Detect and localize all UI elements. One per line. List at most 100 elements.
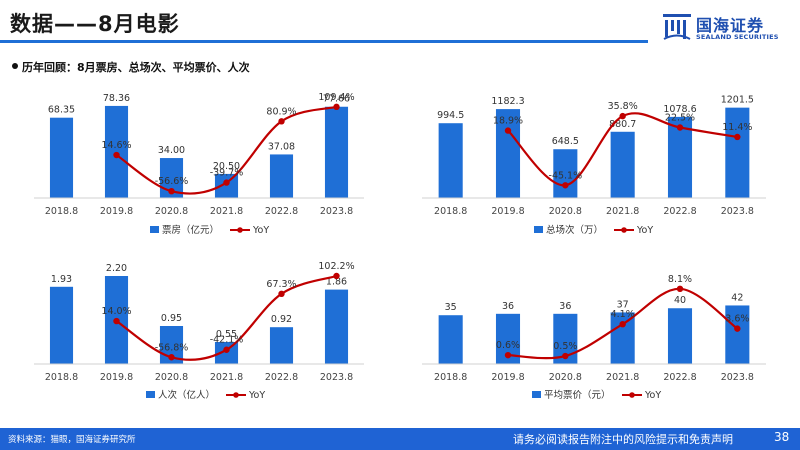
sealand-logo-icon <box>663 14 691 40</box>
yoy-point <box>113 151 120 159</box>
yoy-point <box>504 351 512 359</box>
bar-2019.8 <box>495 109 521 198</box>
bar-2018.8 <box>438 123 463 198</box>
x-tick-label: 2018.8 <box>434 206 467 217</box>
legend-bar-label: 票房（亿元） <box>162 224 219 236</box>
yoy-point <box>223 346 230 353</box>
section-subtitle: 历年回顾：8月票房、总场次、平均票价、人次 <box>22 61 250 74</box>
page-title: 数据——8月电影 <box>10 12 180 36</box>
yoy-value-label: -56.6% <box>155 176 189 187</box>
legend-bar-label: 人次（亿人） <box>158 389 215 401</box>
bar-2021.8 <box>214 342 239 364</box>
yoy-point <box>676 285 684 293</box>
bar-2023.8 <box>324 106 349 198</box>
yoy-value-label: 67.3% <box>266 279 296 290</box>
yoy-value-label: -56.8% <box>155 342 189 353</box>
x-tick-label: 2022.8 <box>265 206 298 217</box>
legend-line-label: YoY <box>248 390 265 401</box>
x-tick-label: 2021.8 <box>606 372 639 383</box>
x-tick-label: 2020.8 <box>549 206 582 217</box>
bar-2022.8 <box>269 327 294 364</box>
bar-2022.8 <box>667 308 693 364</box>
x-tick-label: 2019.8 <box>100 372 133 383</box>
bar-value-label: 0.95 <box>161 313 182 324</box>
legend-bar-swatch <box>532 391 541 398</box>
yoy-value-label: 35.8% <box>608 101 638 112</box>
legend-line-marker <box>237 227 243 233</box>
bar-2021.8 <box>214 173 239 198</box>
yoy-point <box>168 354 175 361</box>
legend-bar-label: 平均票价（元） <box>544 389 611 401</box>
yoy-value-label: 14.6% <box>101 140 131 151</box>
x-tick-label: 2021.8 <box>606 206 639 217</box>
bar-value-label: 880.7 <box>609 119 636 130</box>
legend-line-label: YoY <box>252 225 269 236</box>
bar-2020.8 <box>553 149 578 198</box>
yoy-point <box>562 182 569 189</box>
yoy-line <box>507 112 738 187</box>
yoy-value-label: 0.6% <box>496 340 520 351</box>
bar-2018.8 <box>438 315 463 364</box>
bar-2021.8 <box>610 131 635 198</box>
legend-line-marker <box>233 392 239 398</box>
yoy-value-label: 80.9% <box>266 106 296 117</box>
x-tick-label: 2023.8 <box>721 372 754 383</box>
bar-value-label: 34.00 <box>158 145 185 156</box>
yoy-value-label: 109.4% <box>318 92 354 103</box>
logo-chinese-text: 国海证券 <box>696 16 765 35</box>
yoy-point <box>734 325 741 332</box>
x-tick-label: 2023.8 <box>320 206 353 217</box>
yoy-point <box>734 133 741 141</box>
avg-ticket-price-chart: 35 36 36 37 40 42 2018.8 2019.8 2020.8 2021.8 2022… <box>422 274 766 401</box>
yoy-point <box>333 272 340 280</box>
yoy-value-label: 8.1% <box>668 274 692 285</box>
bar-2023.8 <box>324 289 349 364</box>
bar-2018.8 <box>49 286 74 364</box>
yoy-point <box>168 187 175 195</box>
yoy-point <box>504 127 512 134</box>
bar-value-label: 994.5 <box>437 110 464 121</box>
legend-line-marker <box>629 392 635 398</box>
bar-value-label: 0.92 <box>271 314 292 325</box>
footer-disclaimer: 请务必阅读报告附注中的风险提示和免责声明 <box>513 433 733 446</box>
x-tick-label: 2023.8 <box>320 372 353 383</box>
title-divider <box>0 40 648 43</box>
footer-source: 资料来源：猫眼，国海证券研究所 <box>8 435 136 445</box>
bar-value-label: 1201.5 <box>721 95 754 106</box>
yoy-value-label: 22.5% <box>665 113 695 124</box>
yoy-point <box>113 317 120 325</box>
legend-line-label: YoY <box>644 390 661 401</box>
yoy-point <box>278 290 285 298</box>
bar-value-label: 42 <box>731 292 743 303</box>
x-tick-label: 2020.8 <box>155 372 188 383</box>
x-tick-label: 2018.8 <box>434 372 467 383</box>
yoy-value-label: -45.1% <box>549 170 583 181</box>
yoy-value-label: 11.4% <box>722 122 752 133</box>
x-tick-label: 2019.8 <box>491 206 524 217</box>
yoy-point <box>333 103 340 111</box>
x-tick-label: 2023.8 <box>721 206 754 217</box>
bar-value-label: 40 <box>674 295 686 306</box>
yoy-value-label: 3.6% <box>725 314 749 325</box>
x-tick-label: 2022.8 <box>663 372 696 383</box>
bar-2022.8 <box>269 154 294 198</box>
bar-value-label: 37 <box>617 299 629 310</box>
bar-2023.8 <box>725 107 750 198</box>
bar-value-label: 35 <box>445 302 457 313</box>
bar-value-label: 36 <box>559 301 571 312</box>
x-tick-label: 2019.8 <box>491 372 524 383</box>
bullet-dot <box>12 63 18 69</box>
x-tick-label: 2022.8 <box>265 372 298 383</box>
yoy-value-label: 14.0% <box>101 306 131 317</box>
bar-value-label: 77.66 <box>323 94 350 105</box>
bar-value-label: 1.93 <box>51 274 72 285</box>
bar-value-label: 0.55 <box>216 329 237 340</box>
yoy-point <box>676 124 684 131</box>
x-tick-label: 2018.8 <box>45 372 78 383</box>
bar-value-label: 78.36 <box>103 93 130 104</box>
yoy-point <box>562 352 569 360</box>
x-tick-label: 2020.8 <box>549 372 582 383</box>
yoy-point <box>619 112 626 120</box>
legend-bar-label: 总场次（万） <box>546 224 603 236</box>
x-tick-label: 2020.8 <box>155 206 188 217</box>
